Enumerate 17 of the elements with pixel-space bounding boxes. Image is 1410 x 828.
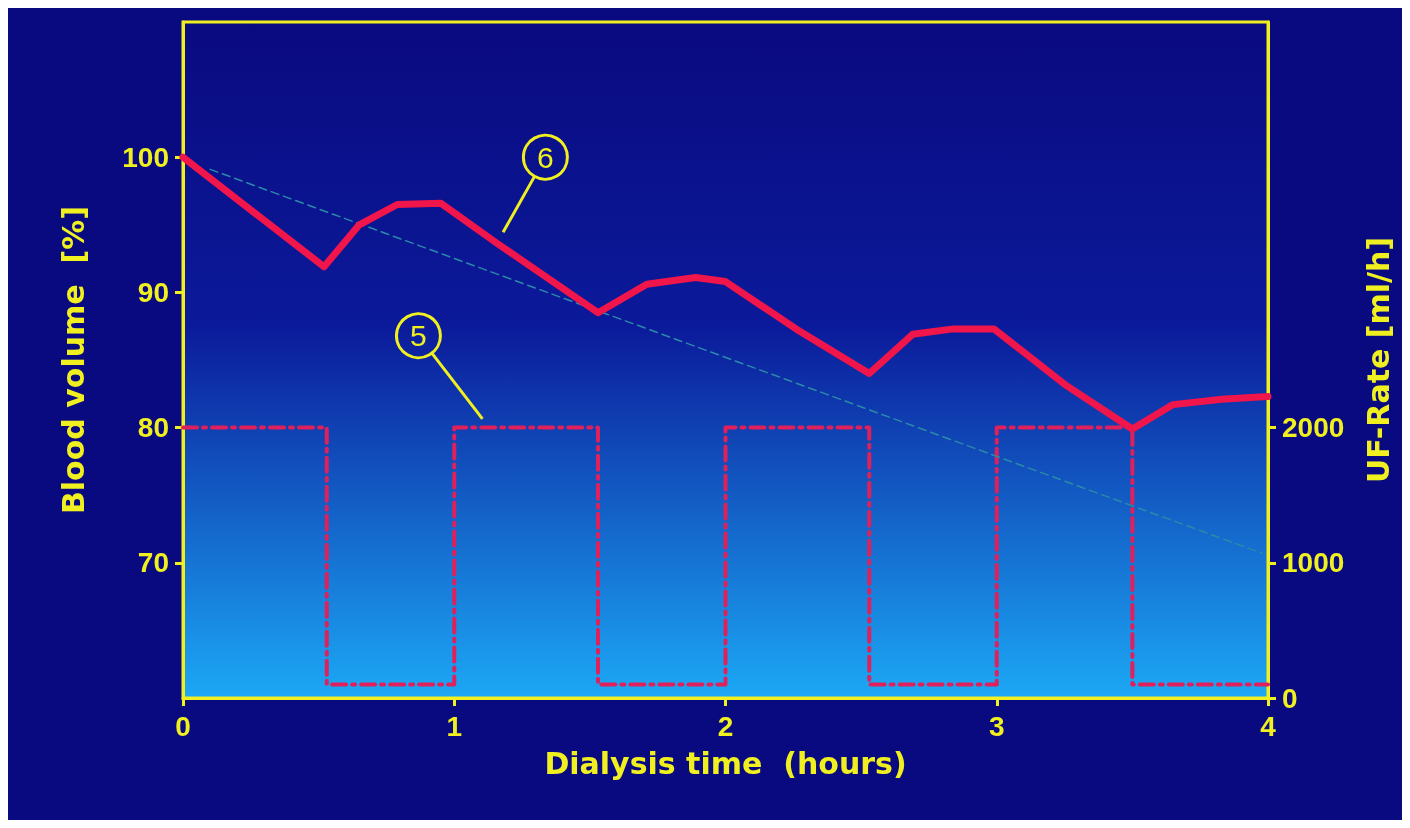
y-tick-label: 80 [137, 412, 169, 444]
y-tick-label: 100 [122, 141, 169, 173]
x-tick-label: 4 [1260, 710, 1277, 742]
y2-tick-label: 2000 [1282, 412, 1345, 444]
y-axis-title: Blood volume [%] [55, 205, 91, 515]
y-tick-label: 90 [137, 276, 169, 308]
x-tick-label: 2 [717, 710, 734, 742]
x-tick-label: 3 [988, 710, 1005, 742]
annotation: 5 [410, 319, 427, 353]
y2-tick-label: 0 [1282, 682, 1298, 714]
y2-axis-title: UF-Rate [ml/h] [1360, 236, 1396, 484]
x-tick-label: 0 [175, 710, 191, 742]
y2-tick-label: 1000 [1282, 547, 1345, 579]
x-tick-label: 1 [446, 710, 463, 742]
annotation: 6 [537, 140, 554, 174]
x-axis-title: Dialysis time (hours) [544, 745, 907, 781]
y-tick-label: 70 [137, 547, 169, 579]
